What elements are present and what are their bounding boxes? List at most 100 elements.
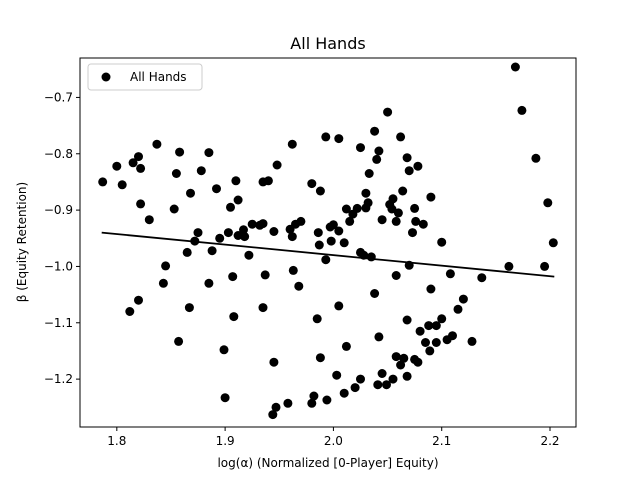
data-point-86	[268, 410, 278, 420]
data-point-104	[332, 370, 342, 380]
legend-marker	[101, 72, 111, 82]
data-point-113	[352, 203, 362, 213]
x-tick-label-0: 1.8	[107, 434, 126, 448]
data-point-10	[175, 147, 185, 157]
data-point-152	[477, 273, 487, 283]
data-point-44	[410, 203, 420, 213]
data-point-42	[404, 166, 414, 176]
data-point-122	[374, 332, 384, 342]
data-point-100	[321, 255, 331, 265]
data-point-97	[313, 228, 323, 238]
data-point-73	[228, 272, 238, 282]
data-point-87	[269, 227, 279, 236]
data-point-68	[207, 246, 217, 256]
x-tick-label-1: 1.9	[216, 434, 235, 448]
data-point-90	[287, 232, 297, 242]
data-point-94	[307, 398, 317, 408]
x-tick-label-3: 2.1	[432, 434, 451, 448]
data-point-14	[212, 184, 221, 194]
data-point-118	[363, 198, 373, 208]
data-point-17	[233, 195, 243, 205]
data-point-93	[294, 281, 304, 291]
axes-frame	[79, 57, 577, 428]
data-point-56	[540, 261, 550, 271]
data-point-7	[144, 215, 154, 225]
data-point-19	[263, 176, 273, 186]
data-point-43	[408, 228, 417, 238]
data-point-5	[136, 163, 146, 173]
data-point-69	[215, 233, 225, 243]
data-point-106	[334, 226, 344, 236]
y-tick-label-3: −0.9	[44, 203, 73, 217]
data-point-105	[334, 301, 344, 311]
data-point-45	[411, 216, 421, 226]
data-point-88	[283, 398, 293, 408]
data-point-120	[370, 289, 380, 298]
data-point-85	[271, 402, 281, 412]
data-point-150	[458, 294, 468, 304]
data-point-142	[426, 284, 436, 294]
data-point-29	[356, 143, 365, 153]
data-point-1	[112, 161, 122, 171]
data-point-32	[370, 126, 380, 136]
data-point-9	[171, 169, 181, 178]
data-point-121	[373, 380, 383, 390]
data-point-33	[372, 154, 382, 164]
data-point-71	[220, 393, 230, 403]
data-point-31	[364, 169, 374, 178]
data-point-132	[399, 353, 409, 363]
legend: All Hands	[87, 63, 203, 91]
y-axis-label: β (Equity Retention)	[15, 182, 29, 302]
x-axis: 1.8 1.9 2.0 2.1 2.2	[107, 427, 560, 448]
data-point-15	[226, 202, 235, 212]
data-point-28	[341, 204, 351, 214]
data-point-114	[356, 374, 365, 384]
data-point-72	[223, 228, 233, 238]
data-point-25	[321, 132, 331, 142]
data-point-137	[413, 357, 423, 367]
data-point-143	[431, 338, 441, 347]
data-point-81	[258, 219, 268, 229]
data-point-38	[391, 216, 401, 226]
data-point-59	[158, 278, 168, 288]
data-point-144	[431, 321, 441, 331]
data-point-40	[398, 186, 408, 196]
data-point-131	[396, 360, 406, 370]
data-point-147	[445, 269, 455, 279]
data-point-77	[240, 232, 250, 242]
fit-line	[101, 231, 555, 278]
y-tick-label-5: −0.7	[44, 90, 73, 104]
data-point-128	[391, 352, 401, 362]
data-point-47	[418, 219, 428, 229]
data-point-46	[413, 161, 423, 171]
data-point-70	[219, 345, 229, 355]
chart-title: All Hands	[290, 34, 365, 53]
data-point-6	[136, 199, 146, 209]
data-point-134	[402, 371, 412, 381]
legend-entry-all-hands: All Hands	[130, 70, 187, 84]
data-point-21	[287, 139, 297, 149]
data-point-8	[152, 139, 162, 149]
data-point-11	[186, 188, 195, 198]
data-point-60	[161, 261, 171, 271]
data-point-66	[193, 228, 203, 238]
data-point-55	[548, 238, 558, 248]
data-point-145	[437, 314, 447, 324]
data-point-78	[244, 250, 254, 260]
data-point-112	[350, 383, 360, 393]
data-point-127	[388, 374, 398, 384]
data-point-27	[334, 134, 344, 144]
data-point-79	[247, 219, 257, 229]
data-point-139	[421, 338, 430, 347]
data-point-53	[531, 153, 541, 163]
data-point-82	[258, 303, 268, 313]
data-point-49	[437, 237, 447, 247]
data-point-54	[543, 198, 553, 208]
data-point-133	[402, 315, 412, 325]
data-point-148	[448, 331, 457, 341]
data-point-138	[415, 326, 425, 336]
data-point-123	[377, 369, 387, 378]
y-tick-label-0: −1.2	[44, 372, 73, 386]
data-point-51	[510, 62, 520, 72]
